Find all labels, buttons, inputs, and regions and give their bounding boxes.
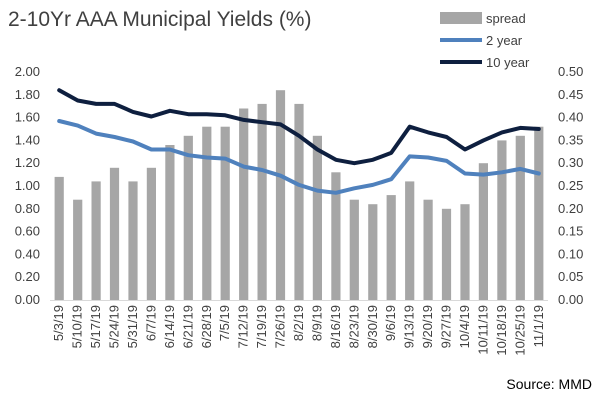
x-axis-tick-label: 5/10/19	[70, 305, 85, 348]
x-axis-tick-label: 5/3/19	[51, 305, 66, 341]
spread-bar	[109, 167, 120, 300]
spread-bar	[349, 199, 359, 300]
right-axis-tick-label: 0.50	[558, 64, 583, 79]
right-axis-tick-label: 0.40	[558, 110, 583, 125]
10-year-line	[57, 88, 541, 166]
legend-label: spread	[486, 11, 526, 26]
x-axis-tick-label: 6/28/19	[199, 305, 214, 348]
left-axis-tick-label: 0.20	[15, 269, 40, 284]
x-axis-tick-label: 8/9/19	[309, 305, 324, 341]
right-axis-tick-label: 0.15	[558, 224, 583, 239]
right-axis-tick-label: 0.05	[558, 269, 583, 284]
spread-bar	[368, 204, 378, 300]
legend-swatch-spread	[440, 12, 482, 24]
spread-bar	[386, 195, 396, 300]
spread-bar	[275, 90, 286, 300]
x-axis-tick-label: 8/23/19	[346, 305, 361, 348]
left-axis-tick-label: 2.00	[15, 64, 40, 79]
x-axis-tick-label: 9/6/19	[383, 305, 398, 341]
spread-bar	[183, 135, 193, 300]
spread-bar	[312, 135, 322, 300]
x-axis-tick-label: 6/7/19	[143, 305, 158, 341]
x-axis-tick-label: 7/5/19	[217, 305, 232, 341]
spread-bar	[515, 135, 525, 300]
right-axis-tick-label: 0.00	[558, 292, 583, 307]
left-axis-tick-label: 1.40	[15, 132, 40, 147]
x-axis-tick-label: 11/1/19	[531, 305, 546, 347]
left-axis-tick-label: 0.80	[15, 201, 40, 216]
x-axis-tick-label: 7/12/19	[236, 305, 251, 348]
left-axis-tick-label: 1.00	[15, 178, 40, 193]
spread-bar	[294, 103, 304, 301]
right-axis-tick-label: 0.10	[558, 246, 583, 261]
x-axis-tick-label: 10/4/19	[457, 305, 472, 348]
x-axis-tick-label: 10/18/19	[494, 305, 509, 356]
source-label: Source: MMD	[506, 376, 592, 392]
spread-bar	[405, 181, 415, 300]
spread-bar	[202, 126, 212, 300]
x-axis-tick-label: 9/13/19	[402, 305, 417, 348]
left-axis-tick-label: 1.20	[15, 155, 40, 170]
left-axis-tick-label: 0.60	[15, 224, 40, 239]
spread-bar	[146, 167, 156, 300]
x-axis-tick-label: 10/25/19	[512, 305, 527, 356]
x-axis-tick-label: 6/21/19	[180, 305, 195, 348]
x-axis-tick-label: 5/24/19	[107, 305, 122, 348]
chart-title: 2-10Yr AAA Municipal Yields (%)	[8, 8, 312, 31]
right-axis-tick-label: 0.45	[558, 87, 583, 102]
x-axis-tick-label: 5/17/19	[88, 305, 103, 348]
x-axis-tick-label: 5/31/19	[125, 305, 140, 348]
x-axis-tick-label: 10/11/19	[475, 305, 490, 355]
x-axis-tick-label: 7/26/19	[273, 305, 288, 348]
spread-bar	[441, 208, 452, 300]
spread-bar	[220, 126, 230, 300]
x-axis-tick-label: 8/30/19	[365, 305, 380, 348]
left-axis-tick-label: 0.40	[15, 246, 40, 261]
right-axis-tick-label: 0.35	[558, 132, 583, 147]
spread-bar	[534, 126, 544, 300]
left-axis-tick-label: 1.80	[15, 87, 40, 102]
spread-bar	[460, 204, 470, 300]
x-axis-tick-label: 8/16/19	[328, 305, 343, 348]
2-year-line	[57, 119, 541, 195]
spread-bar	[239, 108, 249, 300]
spread-bar	[257, 103, 267, 301]
spread-bar	[497, 140, 507, 300]
spread-bar	[478, 163, 488, 300]
spread-bar	[165, 145, 175, 300]
spread-bar	[331, 172, 341, 300]
x-axis-tick-label: 9/20/19	[420, 305, 435, 348]
right-axis-tick-label: 0.20	[558, 201, 583, 216]
x-axis-tick-label: 6/14/19	[162, 305, 177, 348]
spread-bar	[128, 181, 138, 300]
spread-bar	[423, 199, 433, 300]
spread-bar	[73, 199, 83, 300]
x-axis-tick-label: 9/27/19	[439, 305, 454, 348]
x-axis-tick-label: 7/19/19	[254, 305, 269, 348]
left-axis-tick-label: 1.60	[15, 110, 40, 125]
right-axis-tick-label: 0.30	[558, 155, 583, 170]
legend-label: 2 year	[486, 33, 523, 48]
x-axis-tick-label: 8/2/19	[291, 305, 306, 341]
spread-bar	[91, 181, 101, 300]
right-axis-tick-label: 0.25	[558, 178, 583, 193]
spread-bar	[54, 176, 64, 300]
left-axis-tick-label: 0.00	[15, 292, 40, 307]
legend-label: 10 year	[486, 55, 530, 70]
